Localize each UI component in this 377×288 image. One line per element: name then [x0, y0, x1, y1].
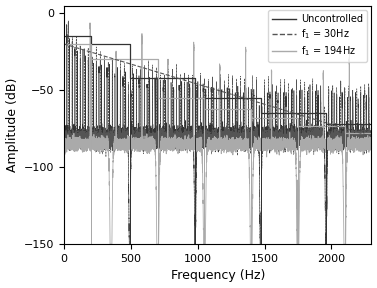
Line: f$_1$ = 30Hz: f$_1$ = 30Hz	[64, 21, 371, 244]
Uncontrolled	[353, 130, 357, 134]
f$_1$ = 194Hz	[88, 21, 92, 24]
Uncontrolled	[75, 136, 79, 139]
f$_1$ = 30Hz	[353, 142, 357, 145]
f$_1$ = 30Hz	[122, 134, 127, 137]
f$_1$ = 194Hz	[123, 141, 127, 145]
Uncontrolled	[80, 128, 85, 131]
Uncontrolled	[127, 242, 132, 246]
f$_1$ = 30Hz	[75, 144, 79, 147]
f$_1$ = 194Hz	[369, 143, 374, 147]
Y-axis label: Amplitude (dB): Amplitude (dB)	[6, 78, 18, 172]
Line: Uncontrolled: Uncontrolled	[64, 24, 371, 244]
f$_1$ = 194Hz	[75, 145, 79, 149]
f$_1$ = 194Hz	[62, 146, 67, 150]
Line: f$_1$ = 194Hz: f$_1$ = 194Hz	[64, 23, 371, 244]
Uncontrolled	[62, 128, 67, 132]
f$_1$ = 30Hz	[80, 134, 85, 138]
f$_1$ = 30Hz	[212, 136, 217, 140]
f$_1$ = 30Hz	[62, 134, 67, 137]
Uncontrolled	[63, 136, 68, 139]
f$_1$ = 194Hz	[212, 135, 217, 138]
Uncontrolled	[122, 134, 127, 137]
X-axis label: Frequency (Hz): Frequency (Hz)	[171, 270, 265, 283]
f$_1$ = 194Hz	[353, 144, 357, 148]
f$_1$ = 194Hz	[80, 141, 85, 145]
f$_1$ = 30Hz	[127, 242, 132, 246]
f$_1$ = 194Hz	[63, 139, 68, 143]
Uncontrolled	[212, 132, 217, 136]
f$_1$ = 30Hz	[369, 143, 374, 146]
f$_1$ = 30Hz	[66, 19, 70, 23]
Legend: Uncontrolled, f$_1$ = 30Hz, f$_1$ = 194Hz: Uncontrolled, f$_1$ = 30Hz, f$_1$ = 194H…	[268, 10, 366, 62]
f$_1$ = 194Hz	[108, 242, 112, 246]
f$_1$ = 30Hz	[63, 135, 68, 139]
Uncontrolled	[369, 94, 374, 98]
Uncontrolled	[64, 23, 69, 26]
